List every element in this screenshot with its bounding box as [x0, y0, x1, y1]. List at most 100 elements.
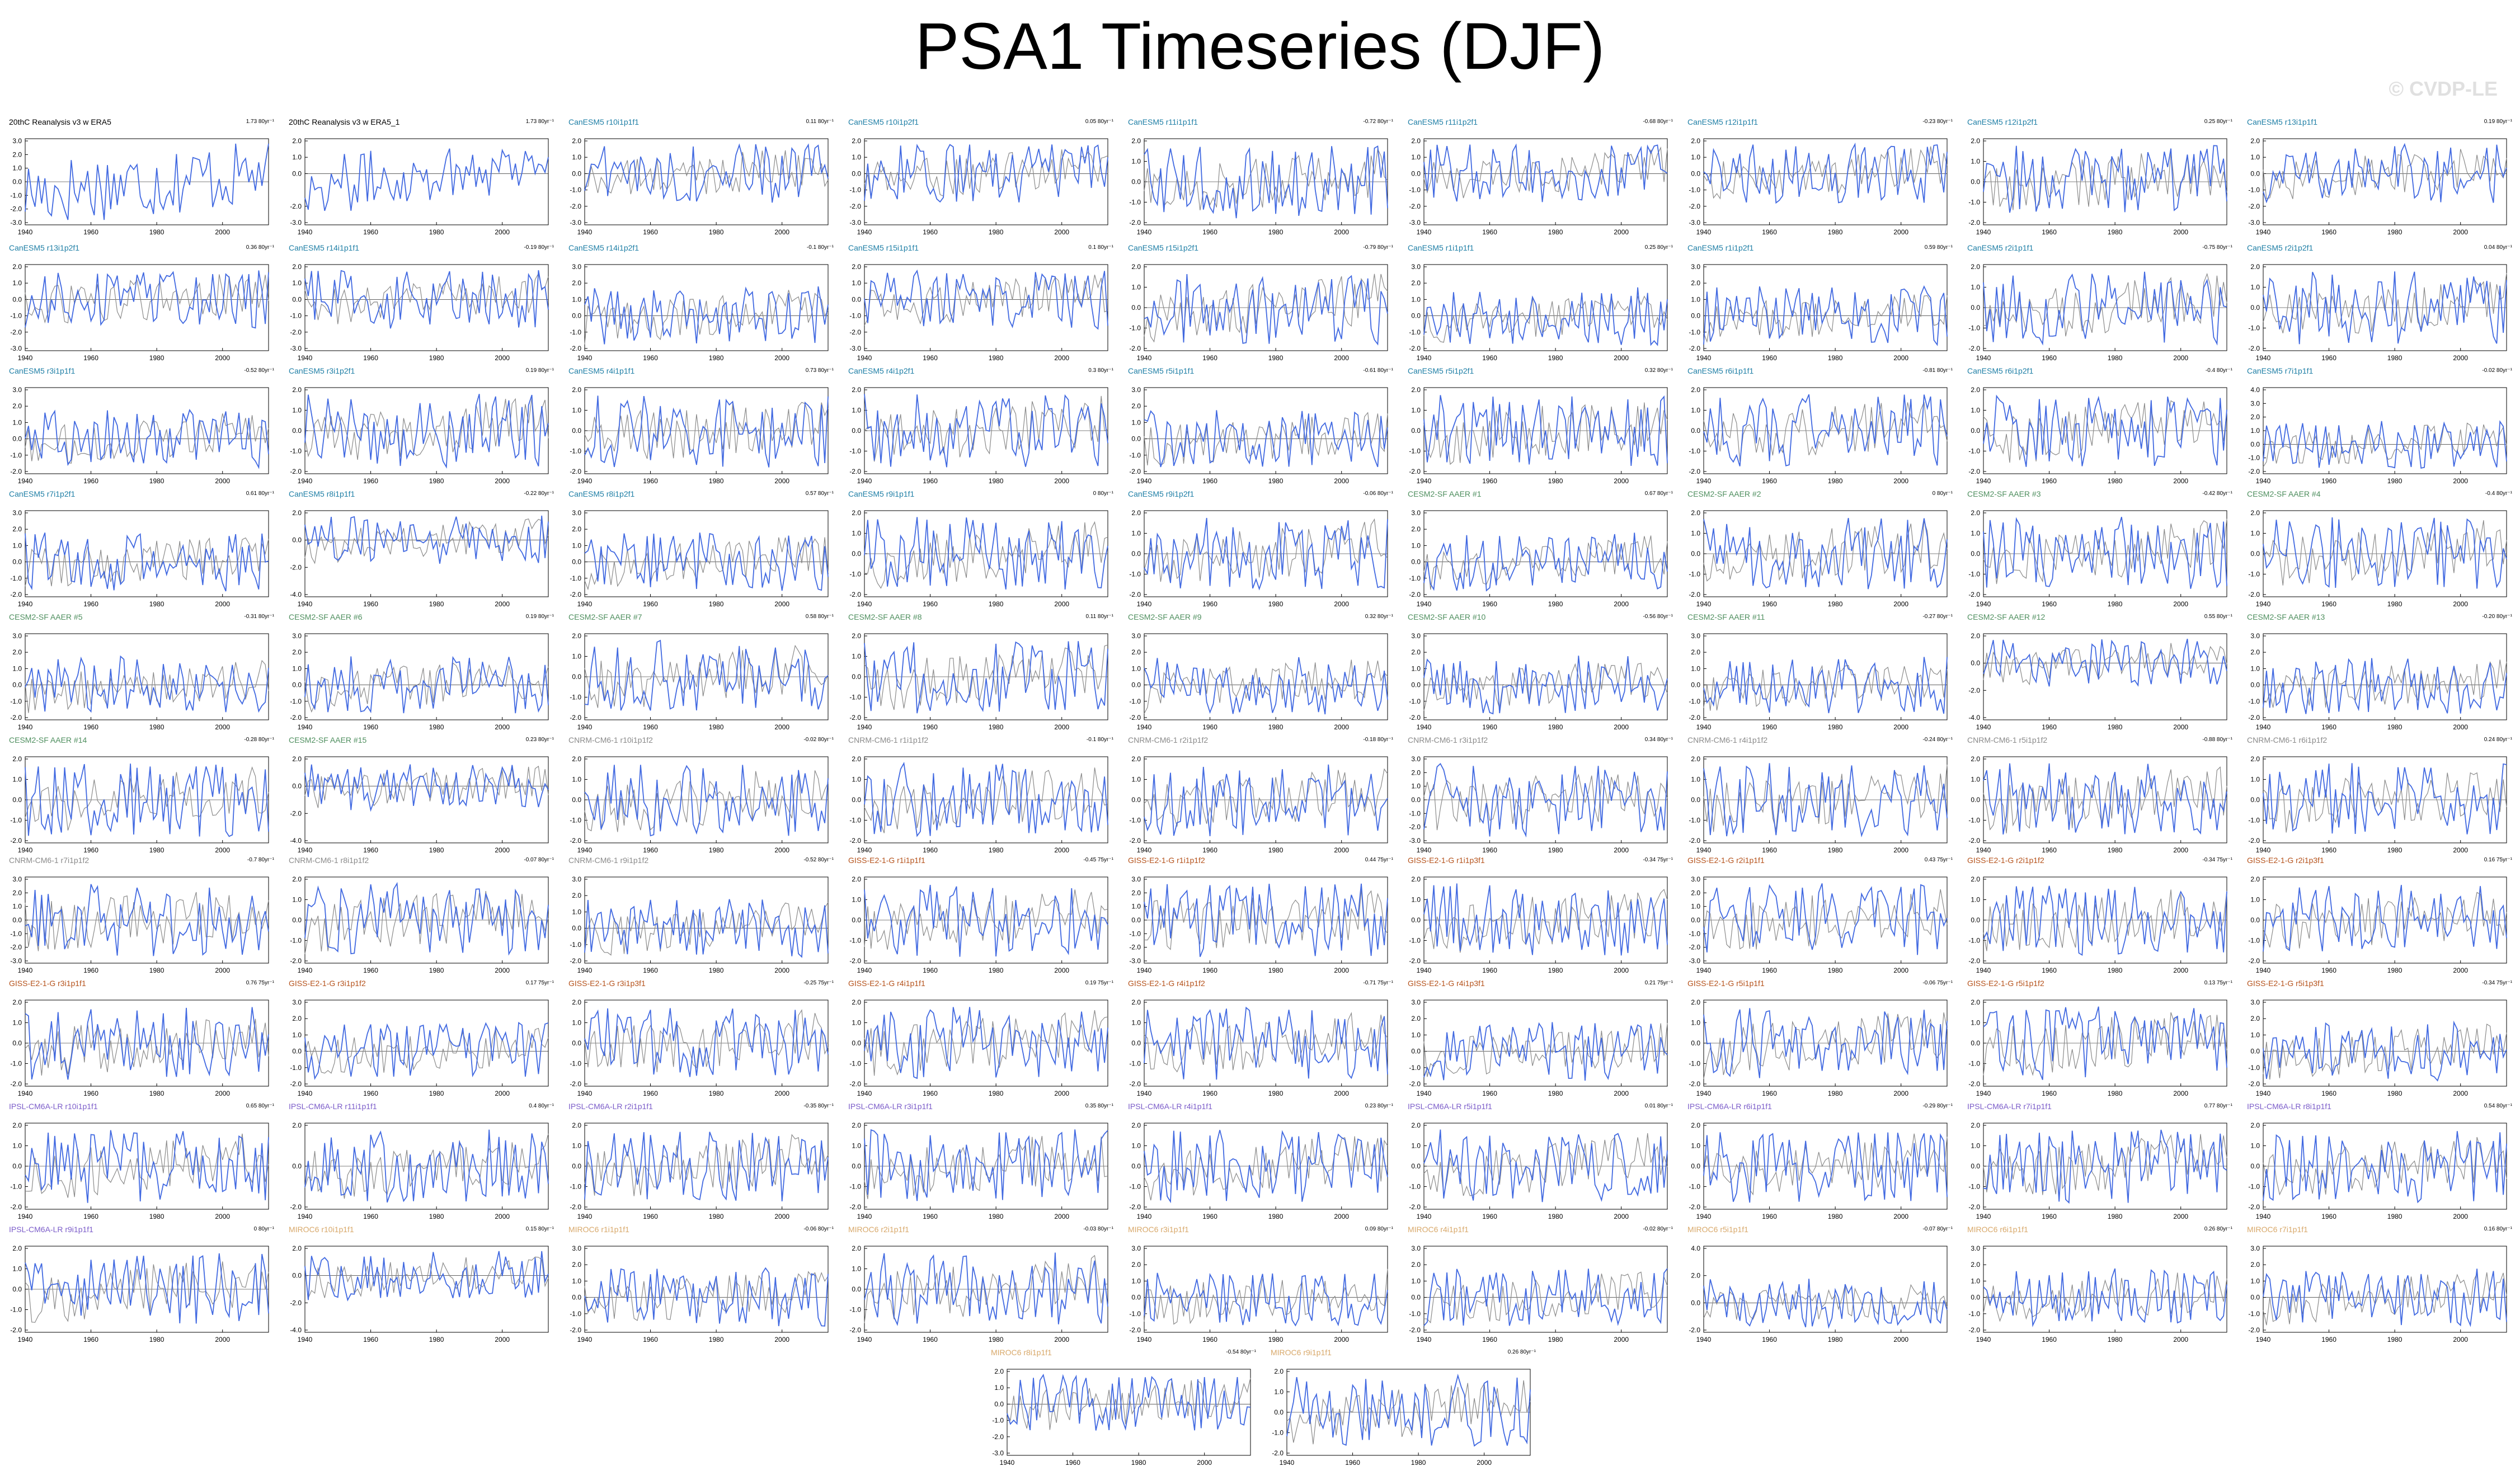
x-tick-label: 1960 [1762, 846, 1777, 854]
x-tick-label: 2000 [774, 846, 789, 854]
y-tick-label: -1.0 [849, 312, 861, 320]
y-tick-label: -2.0 [10, 837, 22, 845]
x-tick-label: 2000 [1477, 1459, 1492, 1467]
panel-plot: 2.0 1.0 0.0 -1.0 -2.0 1940 1960 1980 2000 [570, 998, 829, 1097]
plot-frame [584, 1246, 829, 1333]
y-tick-label: 2.0 [1971, 632, 1980, 640]
member-series-line [584, 1131, 829, 1201]
x-tick-label: 1960 [1762, 1090, 1777, 1097]
plot-frame [1423, 510, 1668, 597]
member-series-line [2263, 420, 2507, 469]
x-tick-label: 1960 [1482, 477, 1497, 485]
timeseries-panel: CNRM-CM6-1 r4i1p1f2 -0.24 80yr⁻¹ 2.0 1.0 0.0… [1679, 736, 1953, 859]
y-tick-label: -2.0 [290, 809, 302, 817]
x-tick-label: 1960 [643, 1213, 658, 1220]
y-tick-label: -1.0 [570, 328, 581, 336]
timeseries-panel: 20thC Reanalysis v3 w ERA5_1 1.73 80yr⁻¹ 2… [280, 117, 554, 241]
panel-plot: 3.0 2.0 1.0 0.0 -1.0 -2.0 1940 1960 1980 2000 [2248, 998, 2507, 1097]
y-tick-label: 3.0 [1411, 509, 1421, 517]
panel-trend-label: -0.61 80yr⁻¹ [1363, 367, 1393, 374]
panel-trend-label: -0.29 80yr⁻¹ [1922, 1103, 1953, 1109]
y-tick-label: 2.0 [1131, 509, 1141, 517]
panel-plot: 2.0 1.0 0.0 -1.0 -2.0 -3.0 1940 1960 1980 2000 [992, 1368, 1251, 1467]
plot-frame [1423, 999, 1668, 1087]
panel-trend-label: -0.71 75yr⁻¹ [1363, 980, 1393, 986]
x-tick-label: 1940 [1137, 354, 1152, 362]
observed-series-line [304, 518, 549, 564]
y-tick-label: -2.0 [1968, 837, 1980, 845]
x-tick-label: 1980 [709, 723, 724, 731]
y-tick-label: -2.0 [849, 1203, 861, 1211]
member-series-line [1423, 656, 1668, 715]
y-tick-label: 0.0 [12, 1039, 22, 1047]
y-tick-label: 2.0 [572, 137, 581, 145]
y-tick-label: -3.0 [1689, 957, 1700, 965]
timeseries-panel: CanESM5 r7i1p1f1 -0.02 80yr⁻¹ 4.0 3.0 2.0 1.0… [2238, 366, 2512, 489]
panel-trend-label: 0.19 75yr⁻¹ [1085, 980, 1113, 986]
x-tick-label: 1980 [709, 1213, 724, 1220]
x-tick-label: 2000 [1614, 1090, 1629, 1097]
member-series-line [584, 899, 829, 958]
observed-series-line [1703, 664, 1948, 711]
panel-title: GISS-E2-1-G r5i1p1f2 [1967, 979, 2044, 988]
y-tick-label: -1.0 [1272, 1429, 1283, 1437]
observed-series-line [584, 150, 829, 195]
x-tick-label: 1960 [1202, 354, 1217, 362]
x-tick-label: 1960 [643, 477, 658, 485]
y-tick-label: -1.0 [992, 1417, 1004, 1425]
y-tick-label: 2.0 [292, 875, 302, 883]
y-tick-label: 1.0 [12, 541, 22, 549]
panel-trend-label: 0.05 80yr⁻¹ [1085, 119, 1113, 125]
y-tick-label: 0.0 [292, 1162, 302, 1170]
panel-plot: 2.0 1.0 0.0 -1.0 -2.0 1940 1960 1980 2000 [1129, 1121, 1388, 1220]
y-tick-label: 1.0 [2250, 1031, 2260, 1039]
x-tick-label: 2000 [1614, 1336, 1629, 1343]
y-tick-label: 2.0 [1971, 875, 1980, 883]
panel-title: CanESM5 r7i1p1f1 [2247, 366, 2314, 375]
y-tick-label: 1.0 [12, 1265, 22, 1273]
y-tick-label: -2.0 [290, 957, 302, 965]
y-tick-label: -2.0 [992, 1433, 1004, 1441]
x-tick-label: 1980 [1548, 228, 1563, 236]
y-tick-label: -1.0 [1968, 1310, 1980, 1318]
x-tick-label: 2000 [1054, 966, 1069, 974]
panel-plot: 2.0 1.0 0.0 -1.0 -2.0 1940 1960 1980 2000 [1968, 998, 2227, 1097]
y-tick-label: 2.0 [572, 755, 581, 763]
y-tick-label: 0.0 [852, 550, 861, 558]
y-tick-label: 0.0 [2250, 440, 2260, 448]
y-tick-label: 0.0 [1971, 427, 1980, 435]
x-tick-label: 1940 [18, 966, 33, 974]
y-tick-label: 3.0 [1411, 998, 1421, 1006]
observed-series-line [864, 1135, 1108, 1199]
y-tick-label: -3.0 [849, 219, 861, 227]
y-tick-label: 0.0 [1971, 796, 1980, 804]
y-tick-label: -1.0 [570, 574, 581, 582]
x-tick-label: 1980 [2387, 723, 2403, 731]
x-tick-label: 1980 [709, 1336, 724, 1343]
y-tick-label: 2.0 [1971, 998, 1980, 1006]
y-tick-label: 2.0 [1691, 889, 1700, 897]
panel-trend-label: 0.73 80yr⁻¹ [805, 367, 834, 374]
x-tick-label: 1940 [857, 1090, 872, 1097]
y-tick-label: 3.0 [1411, 1244, 1421, 1252]
x-tick-label: 1940 [1417, 846, 1432, 854]
x-tick-label: 1940 [577, 1336, 593, 1343]
y-tick-label: -2.0 [1129, 1203, 1141, 1211]
y-tick-label: 0.0 [1411, 796, 1421, 804]
panel-trend-label: -0.4 80yr⁻¹ [2205, 367, 2232, 374]
x-tick-label: 1960 [643, 600, 658, 608]
x-tick-label: 2000 [1893, 228, 1908, 236]
y-tick-label: 0.0 [572, 558, 581, 566]
panel-title: CESM2-SF AAER #5 [9, 612, 83, 621]
x-tick-label: 1960 [363, 966, 378, 974]
panel-title: GISS-E2-1-G r3i1p1f2 [289, 979, 366, 988]
panel-title: GISS-E2-1-G r1i1p3f1 [1408, 856, 1485, 865]
panel-trend-label: 0.32 80yr⁻¹ [1365, 614, 1393, 620]
y-tick-label: 1.0 [12, 776, 22, 784]
y-tick-label: 2.0 [12, 648, 22, 656]
y-tick-label: -2.0 [570, 1080, 581, 1088]
x-tick-label: 2000 [1054, 1213, 1069, 1220]
timeseries-panel: CESM2-SF AAER #1 0.67 80yr⁻¹ 3.0 2.0 1.0 0.0 -… [1399, 489, 1673, 612]
x-tick-label: 1940 [2256, 966, 2271, 974]
y-tick-label: 0.0 [12, 1162, 22, 1170]
